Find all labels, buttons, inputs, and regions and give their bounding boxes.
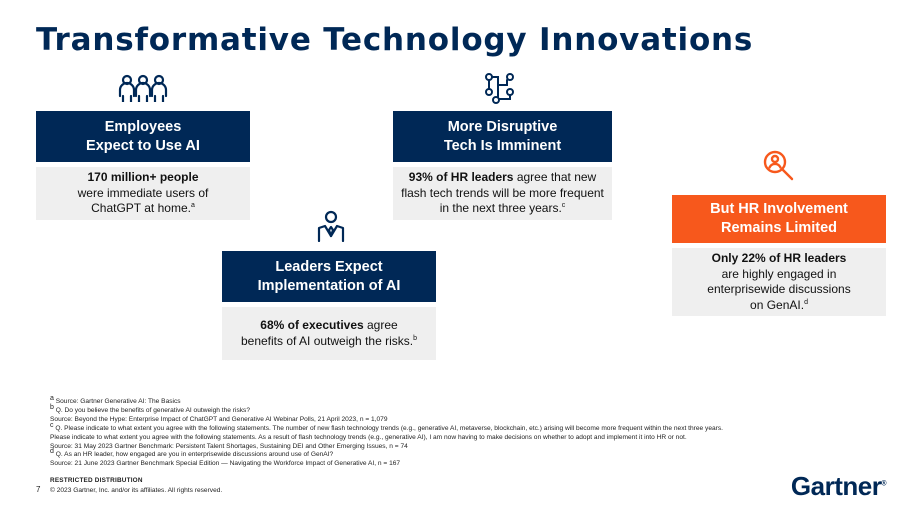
hr-body-line4: on GenAI. <box>750 297 805 312</box>
hr-stat: Only 22% of HR leaders <box>711 251 847 265</box>
footnote-c-text: Q. Please indicate to what extent you ag… <box>53 424 723 432</box>
disruptive-body-line2: flash tech trends will be more frequent <box>401 185 604 200</box>
footnote-d-mark: d <box>50 448 54 456</box>
employees-body-line3-wrap: ChatGPT at home.a <box>91 201 195 217</box>
employees-card-header: Employees Expect to Use AI <box>36 111 250 162</box>
leaders-stat: 68% of executives <box>260 318 364 332</box>
footnote-b-text: Q. Do you believe the benefits of genera… <box>53 406 251 414</box>
disruptive-body-line1: 93% of HR leaders agree that new <box>409 170 596 186</box>
footnote-b-mark: b <box>50 403 54 411</box>
employees-body-line3: ChatGPT at home. <box>91 201 191 216</box>
footnote-d-text: Q. As an HR leader, how engaged are you … <box>53 451 334 459</box>
leaders-body-line2-wrap: benefits of AI outweigh the risks.b <box>241 334 417 350</box>
leaders-body-rest: agree <box>363 318 398 332</box>
footnote-a-text: Source: Gartner Generative AI: The Basic… <box>53 398 181 405</box>
disruptive-body-line3-wrap: in the next three years.c <box>440 201 566 217</box>
disruptive-header-line2: Tech Is Imminent <box>443 137 562 154</box>
footnote-c-mark: c <box>50 421 54 429</box>
footnote-d-source: Source: 21 June 2023 Gartner Benchmark S… <box>50 460 401 468</box>
disruptive-card-body: 93% of HR leaders agree that new flash t… <box>393 167 612 220</box>
footnote-a-mark: a <box>50 394 54 402</box>
footnote-ref-c: c <box>561 202 566 210</box>
page-number: 7 <box>36 485 41 494</box>
network-nodes-icon <box>484 72 516 104</box>
people-group-icon <box>118 72 168 102</box>
hr-card-body: Only 22% of HR leaders are highly engage… <box>672 248 886 316</box>
leader-person-icon <box>316 210 346 242</box>
leaders-card-body: 68% of executives agree benefits of AI o… <box>222 307 436 360</box>
disruptive-body-rest: agree that new <box>513 170 597 185</box>
employees-header-line1: Employees <box>104 118 182 135</box>
footnote-c-line2: Please indicate to what extent you agree… <box>50 433 687 441</box>
hr-header-line1: But HR Involvement <box>710 201 848 217</box>
employees-header-line2: Expect to Use AI <box>86 137 200 154</box>
restricted-label: RESTRICTED DISTRIBUTION <box>50 477 143 484</box>
magnifier-person-icon <box>763 150 795 182</box>
hr-header-line2: Remains Limited <box>720 220 838 236</box>
leaders-header-line2: Implementation of AI <box>257 277 401 294</box>
leaders-body-line2: benefits of AI outweigh the risks. <box>240 333 414 348</box>
disruptive-card-header: More Disruptive Tech Is Imminent <box>393 111 612 162</box>
leaders-card-header: Leaders Expect Implementation of AI <box>222 251 436 302</box>
footnote-b: b Q. Do you believe the benefits of gene… <box>50 403 880 416</box>
hr-body-line3: enterprisewide discussions <box>707 282 851 296</box>
footnote-b-source: Source: Beyond the Hype: Enterprise Impa… <box>50 415 388 423</box>
copyright: © 2023 Gartner, Inc. and/or its affiliat… <box>50 487 223 494</box>
disruptive-header-line1: More Disruptive <box>447 118 558 135</box>
employees-stat: 170 million+ people <box>87 170 199 185</box>
footnote-ref-a: a <box>190 202 195 210</box>
disruptive-stat: 93% of HR leaders <box>408 170 514 185</box>
footnote-ref-b: b <box>413 334 417 342</box>
logo-registered-mark: ® <box>881 480 886 488</box>
footnote-ref-d: d <box>804 298 808 306</box>
hr-body-line2: are highly engaged in <box>721 266 837 281</box>
logo-text: Gartner <box>790 471 882 501</box>
employees-body-line2: were immediate users of <box>77 185 209 200</box>
leaders-header-line1: Leaders Expect <box>275 258 383 275</box>
page-title: Transformative Technology Innovations <box>36 22 754 58</box>
hr-body-line4-wrap: on GenAI.d <box>750 298 808 314</box>
hr-card-header: But HR Involvement Remains Limited <box>672 195 886 243</box>
footnote-a: a Source: Gartner Generative AI: The Bas… <box>50 394 880 407</box>
employees-card-body: 170 million+ people were immediate users… <box>36 167 250 220</box>
disruptive-body-line3: in the next three years. <box>439 201 562 216</box>
footnote-c: c Q. Please indicate to what extent you … <box>50 421 880 434</box>
footnote-d: d Q. As an HR leader, how engaged are yo… <box>50 448 880 460</box>
leaders-body-line1: 68% of executives agree <box>260 318 397 334</box>
footnotes: a Source: Gartner Generative AI: The Bas… <box>50 394 880 469</box>
footnote-c-source: Source: 31 May 2023 Gartner Benchmark: P… <box>50 442 408 450</box>
gartner-logo: Gartner® <box>790 471 887 502</box>
